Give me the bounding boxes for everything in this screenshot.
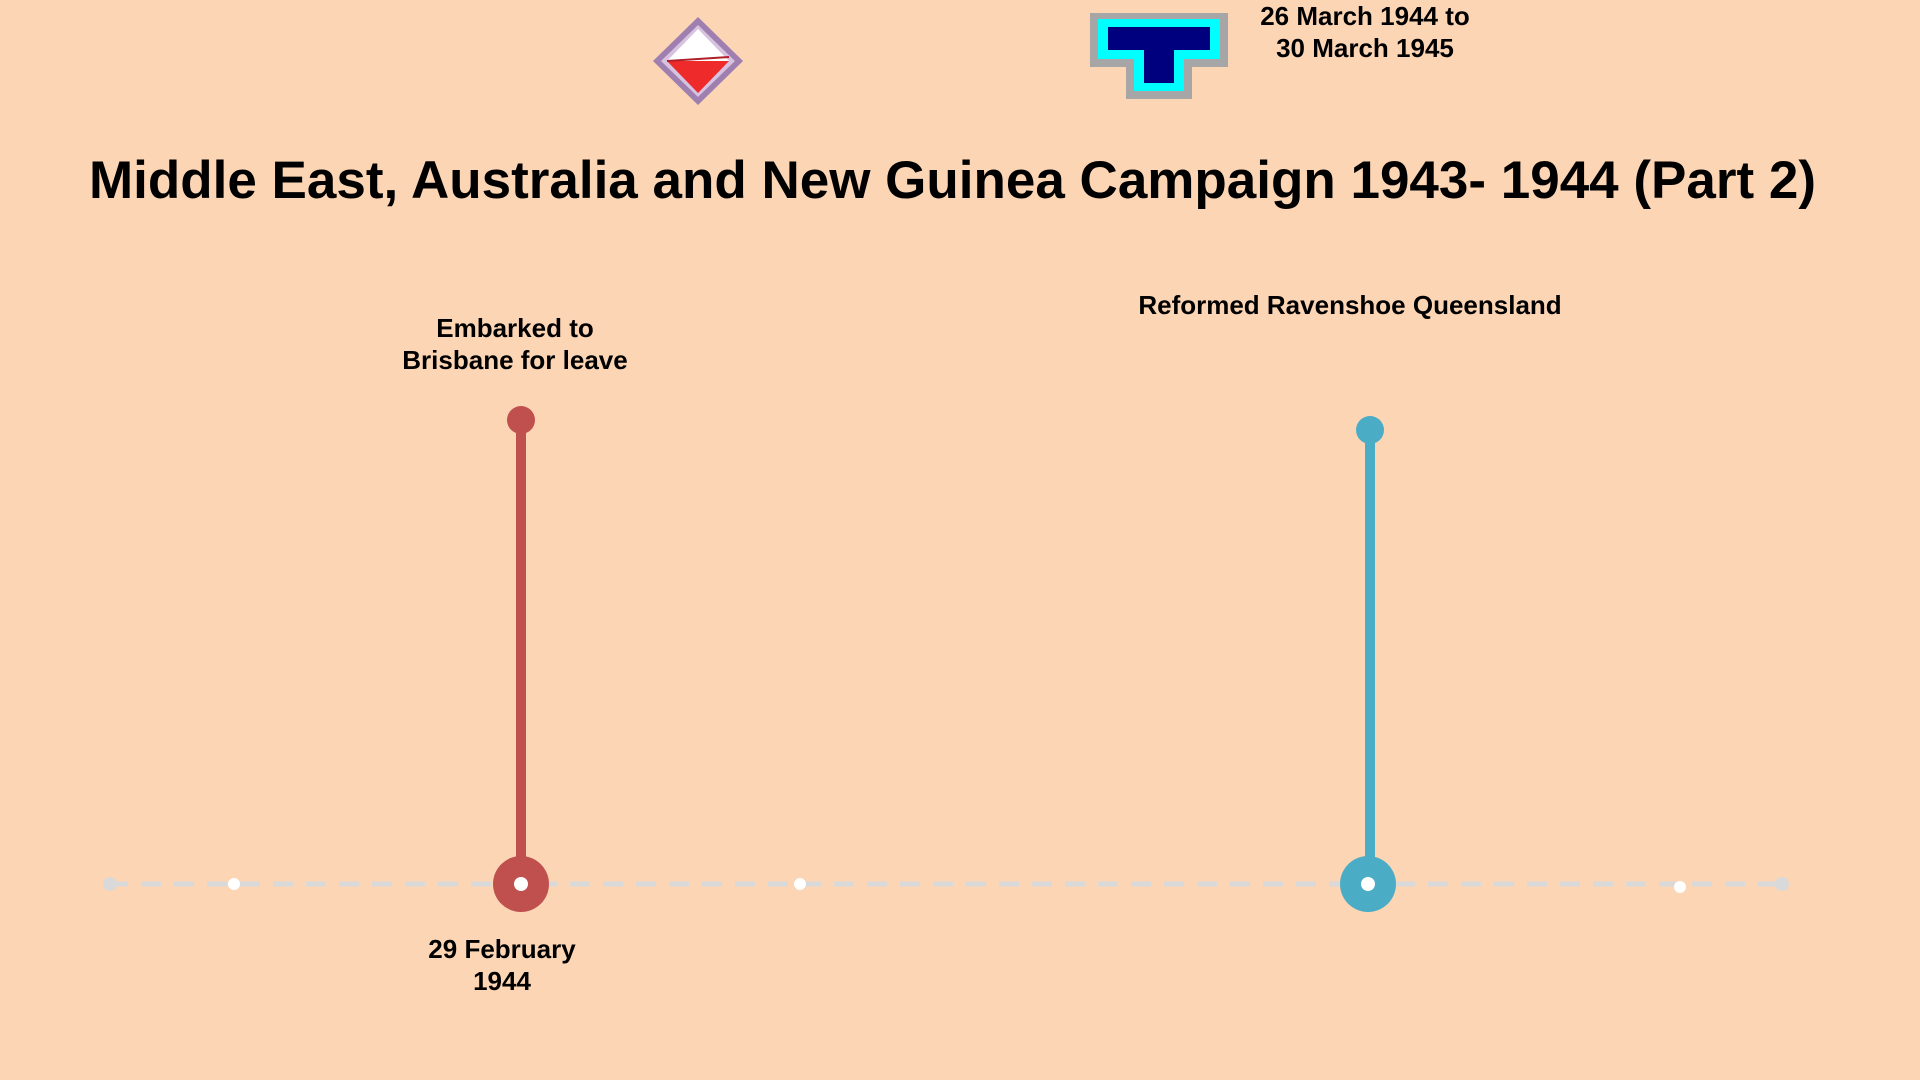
event-1-axis-dot-center xyxy=(514,877,528,891)
date-label-2-line-2: 30 March 1945 xyxy=(1276,33,1454,63)
event-marker-2 xyxy=(1340,416,1396,912)
event-label-2: Reformed Ravenshoe Queensland xyxy=(1100,289,1600,321)
event-label-1: Embarked to Brisbane for leave xyxy=(370,312,660,376)
event-marker-1 xyxy=(493,406,549,912)
event-label-1-line-2: Brisbane for leave xyxy=(402,345,628,375)
date-label-1-line-2: 1944 xyxy=(473,966,531,996)
axis-start-cap xyxy=(103,877,117,891)
date-label-2-line-1: 26 March 1944 to xyxy=(1260,1,1470,31)
event-1-top-dot xyxy=(507,406,535,434)
diamond-unit-patch-icon xyxy=(653,17,743,105)
event-label-2-line-1: Reformed Ravenshoe Queensland xyxy=(1138,290,1562,320)
minor-marker-2 xyxy=(794,878,806,890)
date-label-1: 29 February 1944 xyxy=(382,933,622,997)
event-label-1-line-1: Embarked to xyxy=(436,313,594,343)
page-title: Middle East, Australia and New Guinea Ca… xyxy=(89,151,1816,210)
minor-marker-3 xyxy=(1674,881,1686,893)
date-label-1-line-1: 29 February xyxy=(428,934,576,964)
axis-end-cap xyxy=(1775,877,1789,891)
event-2-axis-dot-center xyxy=(1361,877,1375,891)
event-2-top-dot xyxy=(1356,416,1384,444)
t-shape-unit-patch-icon xyxy=(1090,13,1228,99)
minor-marker-1 xyxy=(228,878,240,890)
date-label-2: 26 March 1944 to 30 March 1945 xyxy=(1210,0,1520,64)
